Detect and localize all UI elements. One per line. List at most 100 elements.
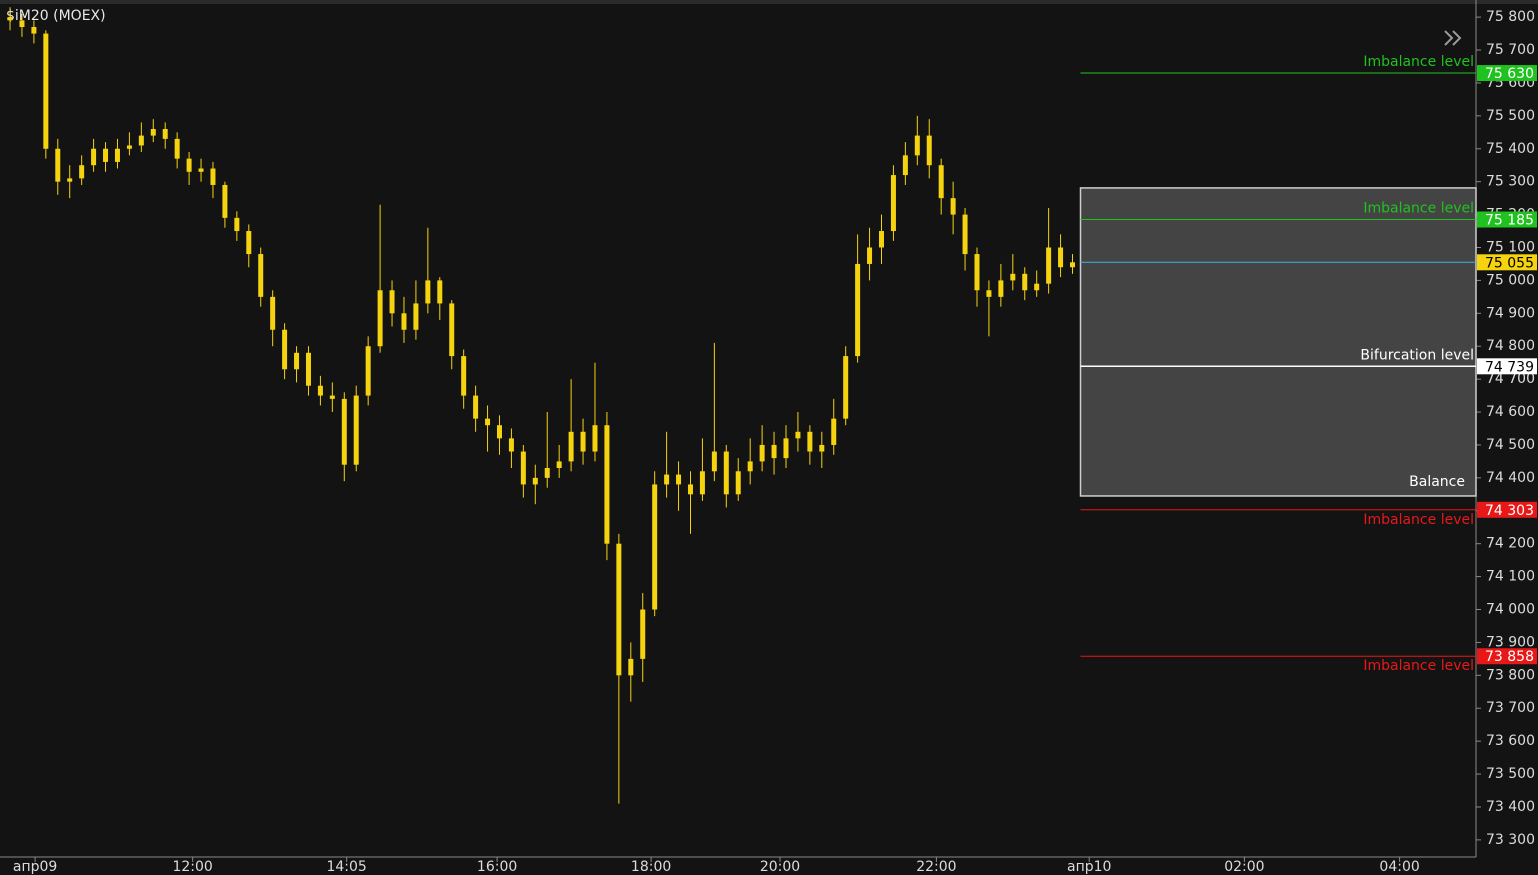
y-tick-label: 73 800 xyxy=(1486,667,1535,683)
candle-body xyxy=(473,395,479,419)
price-tag xyxy=(1477,501,1537,518)
candle-body xyxy=(532,477,538,485)
candle-body xyxy=(7,17,13,21)
y-tick-label: 75 800 xyxy=(1486,9,1535,25)
candle-body xyxy=(413,303,419,330)
y-tick-label: 74 400 xyxy=(1486,470,1535,486)
candle-body xyxy=(55,148,61,182)
candle-body xyxy=(807,431,813,452)
candle-body xyxy=(687,484,693,495)
candle-body xyxy=(222,184,228,218)
candle-body xyxy=(401,313,407,330)
candle-body xyxy=(377,290,383,347)
x-tick-label: 02:00 xyxy=(1224,859,1264,875)
candle-body xyxy=(365,346,371,396)
x-tick-label: 12:00 xyxy=(172,859,212,875)
candle-body xyxy=(485,418,491,426)
price-tag-label: 75 630 xyxy=(1485,66,1534,82)
x-tick-label: 14:05 xyxy=(326,859,366,875)
y-tick-label: 74 700 xyxy=(1486,371,1535,387)
candle-body xyxy=(676,474,682,485)
candle-body xyxy=(19,20,25,27)
candle-body xyxy=(43,33,49,149)
candle-body xyxy=(103,148,109,162)
candle-body xyxy=(305,352,311,386)
price-tag xyxy=(1477,358,1537,375)
candle-body xyxy=(747,461,753,472)
candle-body xyxy=(114,148,120,162)
candle-body xyxy=(198,168,204,172)
candle-body xyxy=(496,425,502,439)
candle-body xyxy=(855,263,861,357)
top-border xyxy=(0,0,1538,4)
y-tick-label: 73 400 xyxy=(1486,799,1535,815)
candle-body xyxy=(568,431,574,462)
candle-body xyxy=(771,444,777,459)
price-tag-label: 75 185 xyxy=(1485,213,1534,229)
y-tick-label: 74 000 xyxy=(1486,602,1535,618)
x-tick-label: 18:00 xyxy=(631,859,671,875)
candle-body xyxy=(735,471,741,495)
candle-body xyxy=(974,254,980,291)
x-tick-label: 20:00 xyxy=(760,859,800,875)
level-label: Bifurcation level xyxy=(1360,347,1474,363)
y-tick-label: 73 900 xyxy=(1486,634,1535,650)
candle-body xyxy=(353,395,359,465)
y-tick-label: 75 700 xyxy=(1486,42,1535,58)
candle-body xyxy=(1022,273,1028,291)
x-tick-label: 22:00 xyxy=(916,859,956,875)
candle-body xyxy=(508,438,514,452)
candle-body xyxy=(282,329,288,370)
candle-body xyxy=(1069,262,1075,268)
candle-body xyxy=(986,290,992,297)
candle-body xyxy=(723,451,729,495)
candle-body xyxy=(162,129,168,139)
candle-body xyxy=(699,471,705,495)
balance-label: Balance xyxy=(1409,474,1465,490)
price-tag-label: 74 303 xyxy=(1485,503,1534,519)
y-tick-label: 73 600 xyxy=(1486,733,1535,749)
x-tick-label: апр10 xyxy=(1067,859,1111,875)
candle-body xyxy=(389,290,395,314)
candle-body xyxy=(843,356,849,419)
candle-body xyxy=(520,451,526,485)
level-label: Imbalance level xyxy=(1363,201,1474,217)
candle-body xyxy=(711,451,717,472)
candle-body xyxy=(652,484,658,610)
candle-body xyxy=(437,280,443,304)
candle-body xyxy=(998,280,1004,297)
price-tag-label: 75 055 xyxy=(1485,255,1534,271)
candle-body xyxy=(1046,247,1052,284)
candle-body xyxy=(640,609,646,659)
candle-body xyxy=(174,138,180,159)
candle-body xyxy=(79,165,85,179)
x-tick-label: 16:00 xyxy=(477,859,517,875)
candle-body xyxy=(329,395,335,399)
candle-body xyxy=(317,385,323,396)
candle-body xyxy=(604,425,610,544)
candle-body xyxy=(294,352,300,370)
level-label: Imbalance level xyxy=(1363,658,1474,674)
y-tick-label: 74 600 xyxy=(1486,404,1535,420)
candle-body xyxy=(867,247,873,264)
candle-body xyxy=(1034,283,1040,291)
price-tag xyxy=(1477,254,1537,271)
y-tick-label: 73 700 xyxy=(1486,700,1535,716)
candle-body xyxy=(795,431,801,439)
candle-body xyxy=(126,145,132,149)
candle-body xyxy=(544,467,550,478)
y-tick-label: 74 500 xyxy=(1486,437,1535,453)
candle-body xyxy=(592,425,598,452)
y-tick-label: 75 000 xyxy=(1486,272,1535,288)
expand-icon[interactable] xyxy=(1444,30,1462,46)
x-tick-label: апр09 xyxy=(13,859,57,875)
price-tag xyxy=(1477,65,1537,82)
price-tag xyxy=(1477,211,1537,228)
balance-zone xyxy=(1079,187,1477,497)
candle-body xyxy=(425,280,431,304)
candle-body xyxy=(67,178,73,182)
candle-body xyxy=(950,198,956,215)
y-tick-label: 74 900 xyxy=(1486,305,1535,321)
y-tick-label: 73 300 xyxy=(1486,832,1535,848)
